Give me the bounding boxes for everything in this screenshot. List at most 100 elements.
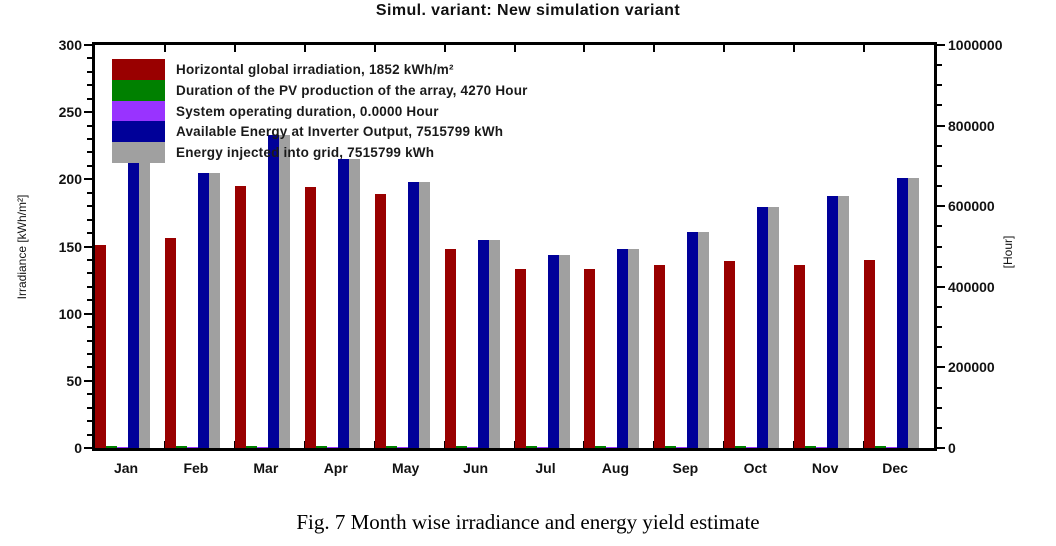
x-axis-top-tick: [583, 45, 586, 52]
y-axis-right-minor-tick: [937, 386, 942, 389]
x-axis-month-label: Apr: [323, 460, 348, 476]
y-axis-right-minor-tick: [937, 225, 942, 228]
bar-system-operating-duration-may: [396, 446, 408, 448]
bar-energy-injected-into-grid-jan: [139, 161, 150, 448]
y-axis-left-minor-tick: [87, 366, 92, 369]
bar-energy-injected-into-grid-oct: [768, 207, 780, 448]
bar-horizontal-global-irradiation-aug: [584, 269, 596, 448]
bar-energy-injected-into-grid-apr: [348, 159, 360, 448]
legend-swatch-system-operating-duration: [112, 100, 165, 122]
bar-available-energy-inverter-output-aug: [617, 248, 629, 448]
bar-energy-injected-into-grid-dec: [908, 177, 920, 448]
bar-horizontal-global-irradiation-jan: [95, 245, 106, 448]
y-axis-left-tick-label: 200: [58, 171, 82, 188]
y-axis-right-tick-label: 0: [948, 440, 956, 456]
legend-swatch-available-energy-inverter-output: [112, 121, 165, 142]
bar-available-energy-inverter-output-may: [407, 182, 419, 448]
y-axis-right-major-tick: [937, 366, 945, 369]
y-axis-left-major-tick: [84, 111, 92, 114]
y-axis-left-minor-tick: [87, 84, 92, 87]
y-axis-right-tick-label: 200000: [948, 359, 995, 376]
y-axis-right-minor-tick: [937, 84, 942, 87]
x-axis-top-tick: [653, 45, 656, 52]
x-axis-top-tick: [443, 45, 446, 52]
bar-energy-injected-into-grid-sep: [698, 232, 710, 448]
bar-system-operating-duration-sep: [676, 446, 688, 448]
bar-energy-injected-into-grid-mar: [278, 134, 290, 448]
bar-energy-injected-into-grid-jun: [488, 240, 500, 448]
bar-duration-pv-production-feb: [175, 446, 187, 448]
y-axis-left-minor-tick: [87, 352, 92, 355]
bar-horizontal-global-irradiation-oct: [724, 261, 736, 448]
y-axis-left-minor-tick: [87, 339, 92, 342]
y-axis-left-major-tick: [84, 44, 92, 46]
bar-energy-injected-into-grid-aug: [628, 248, 640, 448]
x-axis-top-tick: [233, 45, 236, 52]
bar-system-operating-duration-jun: [466, 446, 478, 448]
bar-available-energy-inverter-output-jun: [477, 240, 489, 448]
y-axis-left-minor-tick: [87, 70, 92, 73]
y-axis-right-minor-tick: [937, 164, 942, 167]
bar-energy-injected-into-grid-jul: [558, 255, 570, 448]
y-axis-right-major-tick: [937, 205, 945, 208]
x-axis-month-label: Jul: [535, 460, 556, 476]
y-axis-left-tick-label: 100: [58, 305, 82, 322]
y-axis-right-minor-tick: [937, 144, 942, 147]
bar-available-energy-inverter-output-feb: [197, 172, 209, 448]
x-axis-month-label: Jan: [113, 460, 139, 476]
legend-label-available-energy-inverter-output: Available Energy at Inverter Output, 751…: [176, 124, 504, 140]
bar-horizontal-global-irradiation-mar: [234, 186, 246, 448]
bar-duration-pv-production-aug: [595, 446, 607, 448]
bar-system-operating-duration-feb: [186, 446, 198, 448]
x-axis-top-tick: [513, 45, 516, 52]
legend-label-horizontal-global-irradiation: Horizontal global irradiation, 1852 kWh/…: [176, 62, 454, 77]
right-axis-title: [Hour]: [1001, 235, 1015, 269]
y-axis-left-minor-tick: [87, 164, 92, 167]
y-axis-left-minor-tick: [87, 205, 92, 208]
y-axis-left-minor-tick: [87, 326, 92, 329]
bar-available-energy-inverter-output-apr: [337, 159, 349, 448]
legend-label-system-operating-duration: System operating duration, 0.0000 Hour: [176, 103, 439, 119]
y-axis-right-minor-tick: [937, 265, 942, 268]
bar-system-operating-duration-aug: [606, 446, 618, 448]
y-axis-left-major-tick: [84, 447, 92, 449]
y-axis-right-tick-label: 800000: [948, 117, 995, 134]
y-axis-right-minor-tick: [937, 245, 942, 248]
bar-horizontal-global-irradiation-sep: [654, 265, 666, 448]
x-axis-top-tick: [303, 45, 306, 52]
x-axis-top-tick: [723, 45, 726, 52]
y-axis-right-tick-label: 1000000: [948, 37, 1003, 53]
y-axis-left-tick-label: 300: [58, 37, 82, 53]
y-axis-right-major-tick: [937, 124, 945, 127]
bar-duration-pv-production-sep: [665, 446, 677, 448]
y-axis-left-minor-tick: [87, 285, 92, 288]
x-axis-month-label: Sep: [672, 460, 699, 476]
chart-title: Simul. variant: New simulation variant: [375, 2, 681, 19]
y-axis-right-minor-tick: [937, 326, 942, 329]
bar-available-energy-inverter-output-jan: [128, 161, 139, 448]
bar-duration-pv-production-may: [385, 446, 397, 448]
y-axis-right-minor-tick: [937, 64, 942, 67]
y-axis-left-minor-tick: [87, 420, 92, 423]
bar-duration-pv-production-mar: [245, 446, 257, 448]
y-axis-right-major-tick: [937, 285, 945, 288]
y-axis-left-minor-tick: [87, 124, 92, 127]
y-axis-left-minor-tick: [87, 151, 92, 154]
y-axis-left-minor-tick: [87, 406, 92, 409]
y-axis-right-minor-tick: [937, 104, 942, 107]
y-axis-left-minor-tick: [87, 232, 92, 235]
figure-caption: Fig. 7 Month wise irradiance and energy …: [296, 510, 760, 534]
bar-available-energy-inverter-output-dec: [897, 177, 909, 448]
legend-swatch-energy-injected-into-grid: [112, 142, 165, 163]
y-axis-right-major-tick: [937, 447, 945, 449]
bar-energy-injected-into-grid-feb: [208, 172, 220, 448]
bar-system-operating-duration-jul: [536, 446, 548, 448]
x-axis-month-label: Feb: [183, 460, 209, 476]
bar-available-energy-inverter-output-nov: [827, 196, 839, 448]
y-axis-left-minor-tick: [87, 57, 92, 60]
y-axis-right-tick-label: 400000: [948, 278, 995, 295]
y-axis-left-major-tick: [84, 312, 92, 315]
x-axis-month-label: Mar: [253, 460, 279, 476]
bar-duration-pv-production-dec: [875, 446, 887, 448]
